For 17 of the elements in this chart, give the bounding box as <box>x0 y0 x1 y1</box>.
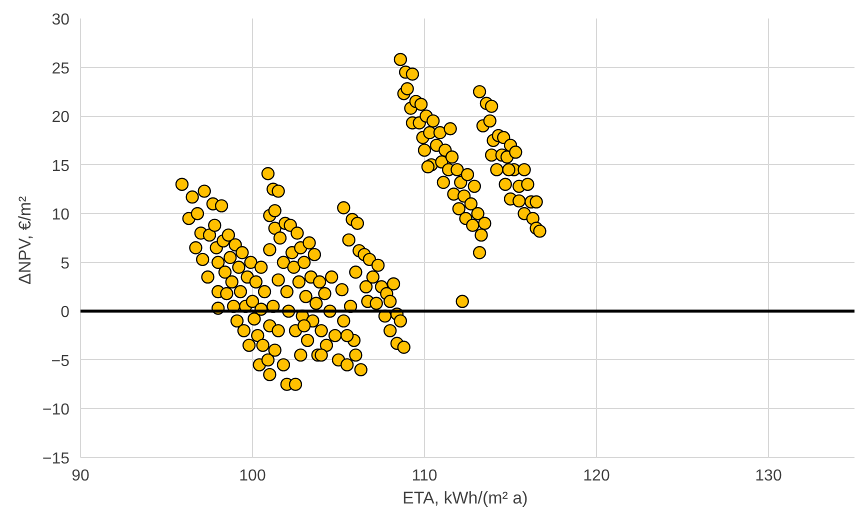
x-tick-label: 100 <box>239 468 266 484</box>
y-tick-label: −5 <box>51 352 70 370</box>
y-tick-label: 20 <box>52 109 70 126</box>
x-tick-label: 130 <box>755 468 782 484</box>
x-axis-title: ETA, kWh/(m² a) <box>402 488 528 508</box>
y-axis-title: ΔNPV, €/m² <box>15 196 34 284</box>
y-tick-label: 0 <box>60 304 70 322</box>
y-tick-label: 10 <box>52 206 70 224</box>
x-tick-label: 120 <box>583 468 610 484</box>
y-tick-label: 30 <box>52 12 70 28</box>
x-tick-label: 90 <box>72 468 90 484</box>
x-tick-label: 110 <box>412 468 438 484</box>
y-tick-label: 25 <box>52 60 70 78</box>
y-tick-label: 15 <box>52 158 70 175</box>
y-tick-label: −10 <box>42 402 70 419</box>
y-tick-label: −15 <box>42 450 70 468</box>
y-tick-label: 5 <box>60 255 70 272</box>
